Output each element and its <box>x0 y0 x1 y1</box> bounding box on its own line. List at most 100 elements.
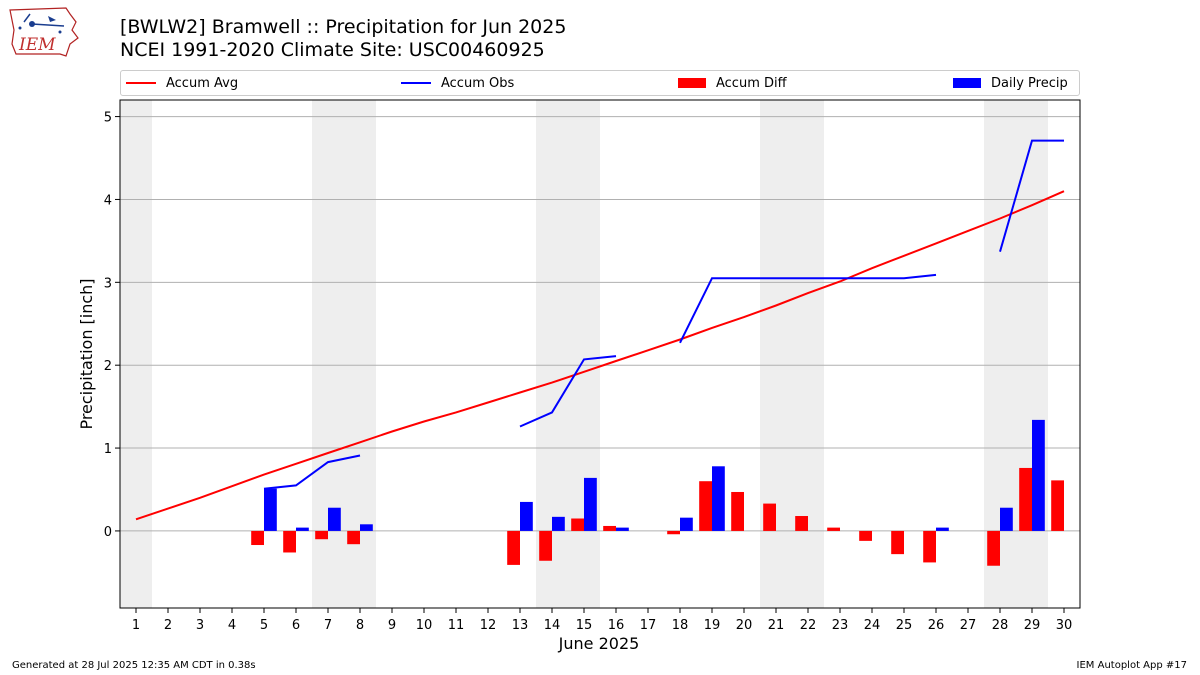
legend-label: Accum Diff <box>716 75 787 91</box>
y-axis: 0 1 2 3 4 5 <box>104 111 120 540</box>
accum-diff-bar <box>507 530 520 565</box>
legend: Accum Avg Accum Obs Accum Diff Daily Pre… <box>120 70 1080 96</box>
accum-diff-bar <box>347 530 360 545</box>
legend-item-daily-precip: Daily Precip <box>953 71 1068 95</box>
daily-precip-bar <box>616 527 629 531</box>
daily-precip-bar <box>360 524 373 531</box>
x-tick-label: 4 <box>228 618 236 633</box>
footer-app-id: IEM Autoplot App #17 <box>1076 660 1187 671</box>
x-tick-label: 11 <box>448 618 465 633</box>
x-tick-label: 17 <box>640 618 657 633</box>
daily-precip-bar <box>1032 419 1045 531</box>
accum-diff-bar <box>667 530 680 535</box>
iem-logo: IEM <box>6 4 82 60</box>
x-tick-label: 23 <box>832 618 849 633</box>
accum-diff-bar <box>1051 480 1064 531</box>
y-gridlines <box>120 116 1080 532</box>
x-tick-label: 9 <box>388 618 396 633</box>
accum-diff-bar <box>859 530 872 541</box>
legend-label: Daily Precip <box>991 75 1068 91</box>
bar-series <box>251 419 1064 566</box>
accum-diff-bar <box>987 530 1000 566</box>
accum-diff-bar <box>795 516 808 531</box>
plot-frame <box>119 99 1081 609</box>
accum-diff-bar <box>891 530 904 555</box>
legend-label: Accum Obs <box>441 75 515 91</box>
footer-generated-text: Generated at 28 Jul 2025 12:35 AM CDT in… <box>12 660 256 671</box>
x-tick-label: 12 <box>480 618 497 633</box>
x-tick-label: 13 <box>512 618 529 633</box>
legend-swatch <box>126 82 156 84</box>
x-tick-label: 20 <box>736 618 753 633</box>
y-axis-label: Precipitation [inch] <box>77 278 96 429</box>
x-tick-label: 29 <box>1024 618 1041 633</box>
accum-diff-bar <box>603 525 616 531</box>
x-tick-label: 16 <box>608 618 625 633</box>
accum-diff-bar <box>251 530 264 546</box>
x-axis-label: June 2025 <box>558 634 640 653</box>
accum-diff-bar <box>1019 467 1032 531</box>
x-tick-label: 2 <box>164 618 172 633</box>
legend-item-accum-avg: Accum Avg <box>126 71 238 95</box>
x-tick-label: 14 <box>544 618 561 633</box>
daily-precip-bar <box>328 507 341 531</box>
x-axis: 1 2 3 4 5 6 7 8 9 10 11 12 13 14 15 16 17 18 19 20 21 22 23 24 2… <box>132 608 1072 633</box>
accum-avg-line <box>135 190 1065 521</box>
daily-precip-bar <box>1000 507 1013 531</box>
legend-label: Accum Avg <box>166 75 239 91</box>
y-tick-label: 2 <box>104 359 112 374</box>
daily-precip-bar <box>264 488 277 531</box>
daily-precip-bar <box>520 501 533 531</box>
accum-diff-bar <box>571 518 584 531</box>
x-tick-label: 22 <box>800 618 817 633</box>
y-tick-label: 0 <box>104 525 112 540</box>
daily-precip-bar <box>584 477 597 531</box>
accum-diff-bar <box>539 530 552 561</box>
accum-diff-bar <box>827 527 840 531</box>
daily-precip-bar <box>712 466 725 531</box>
daily-precip-bar <box>296 527 309 531</box>
x-tick-label: 21 <box>768 618 785 633</box>
chart-title: [BWLW2] Bramwell :: Precipitation for Ju… <box>120 16 567 38</box>
legend-swatch <box>401 82 431 84</box>
x-tick-label: 28 <box>992 618 1009 633</box>
accum-obs-line <box>263 139 1064 490</box>
accum-diff-bar <box>283 530 296 553</box>
x-tick-label: 6 <box>292 618 300 633</box>
accum-diff-bar <box>699 481 712 531</box>
weekend-shading <box>120 100 1048 608</box>
accum-diff-bar <box>315 530 328 540</box>
x-tick-label: 30 <box>1056 618 1073 633</box>
x-tick-label: 25 <box>896 618 913 633</box>
daily-precip-bar <box>680 517 693 531</box>
accum-diff-bar <box>923 530 936 563</box>
x-tick-label: 18 <box>672 618 689 633</box>
accum-diff-bar <box>763 503 776 531</box>
weekend-band <box>760 100 824 608</box>
x-tick-label: 8 <box>356 618 364 633</box>
line-series <box>135 139 1065 521</box>
weekend-band <box>120 100 152 608</box>
x-tick-label: 5 <box>260 618 268 633</box>
x-tick-label: 19 <box>704 618 721 633</box>
x-tick-label: 26 <box>928 618 945 633</box>
daily-precip-bar <box>936 527 949 531</box>
logo-text: IEM <box>18 35 56 55</box>
legend-swatch <box>678 78 706 88</box>
x-tick-label: 7 <box>324 618 332 633</box>
y-tick-label: 1 <box>104 442 112 457</box>
weekend-band <box>312 100 376 608</box>
x-tick-label: 10 <box>416 618 433 633</box>
iowa-map-icon: IEM <box>9 7 79 57</box>
chart-subtitle: NCEI 1991-2020 Climate Site: USC00460925 <box>120 39 545 61</box>
x-tick-label: 27 <box>960 618 977 633</box>
daily-precip-bar <box>552 516 565 531</box>
legend-swatch <box>953 78 981 88</box>
legend-item-accum-obs: Accum Obs <box>401 71 514 95</box>
accum-diff-bar <box>731 491 744 531</box>
y-tick-label: 4 <box>104 193 112 208</box>
x-tick-label: 24 <box>864 618 881 633</box>
y-tick-label: 3 <box>104 276 112 291</box>
x-tick-label: 15 <box>576 618 593 633</box>
